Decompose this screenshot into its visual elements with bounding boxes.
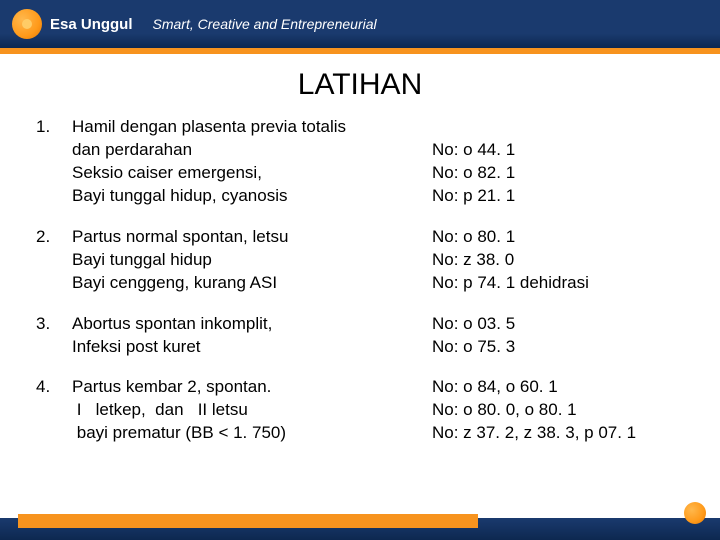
header-bar: Esa Unggul Smart, Creative and Entrepren…: [0, 0, 720, 48]
code-line: No: p 21. 1: [432, 185, 684, 208]
exercise-list: 1.Hamil dengan plasenta previa totalisda…: [36, 116, 684, 445]
footer-bar: [0, 504, 720, 540]
item-columns: Abortus spontan inkomplit,Infeksi post k…: [72, 313, 684, 359]
code-line: No: o 80. 0, o 80. 1: [432, 399, 684, 422]
exercise-item: 2.Partus normal spontan, letsuBayi tungg…: [36, 226, 684, 295]
item-description: Partus normal spontan, letsuBayi tunggal…: [72, 226, 432, 295]
item-number: 2.: [36, 226, 72, 295]
brand-name: Esa Unggul: [50, 16, 133, 33]
description-line: dan perdarahan: [72, 139, 432, 162]
logo-icon: [12, 9, 42, 39]
description-line: Bayi cenggeng, kurang ASI: [72, 272, 432, 295]
description-line: I letkep, dan II letsu: [72, 399, 432, 422]
description-line: Abortus spontan inkomplit,: [72, 313, 432, 336]
code-line: No: o 82. 1: [432, 162, 684, 185]
description-line: Bayi tunggal hidup: [72, 249, 432, 272]
description-line: Bayi tunggal hidup, cyanosis: [72, 185, 432, 208]
item-codes: No: o 44. 1No: o 82. 1No: p 21. 1: [432, 116, 684, 208]
page-title: LATIHAN: [36, 68, 684, 102]
description-line: Hamil dengan plasenta previa totalis: [72, 116, 432, 139]
item-columns: Partus kembar 2, spontan. I letkep, dan …: [72, 376, 684, 445]
description-line: bayi prematur (BB < 1. 750): [72, 422, 432, 445]
description-line: Partus normal spontan, letsu: [72, 226, 432, 249]
description-line: Partus kembar 2, spontan.: [72, 376, 432, 399]
item-columns: Hamil dengan plasenta previa totalisdan …: [72, 116, 684, 208]
item-columns: Partus normal spontan, letsuBayi tunggal…: [72, 226, 684, 295]
code-line: No: p 74. 1 dehidrasi: [432, 272, 684, 295]
item-description: Partus kembar 2, spontan. I letkep, dan …: [72, 376, 432, 445]
footer-logo-icon: [684, 502, 706, 524]
code-line: [432, 116, 684, 139]
description-line: Seksio caiser emergensi,: [72, 162, 432, 185]
code-line: No: o 84, o 60. 1: [432, 376, 684, 399]
item-number: 3.: [36, 313, 72, 359]
item-codes: No: o 84, o 60. 1No: o 80. 0, o 80. 1No:…: [432, 376, 684, 445]
description-line: Infeksi post kuret: [72, 336, 432, 359]
tagline-text: Smart, Creative and Entrepreneurial: [153, 16, 377, 32]
item-description: Abortus spontan inkomplit,Infeksi post k…: [72, 313, 432, 359]
exercise-item: 1.Hamil dengan plasenta previa totalisda…: [36, 116, 684, 208]
code-line: No: o 80. 1: [432, 226, 684, 249]
item-number: 4.: [36, 376, 72, 445]
footer-orange-bar: [18, 514, 478, 528]
exercise-item: 4.Partus kembar 2, spontan. I letkep, da…: [36, 376, 684, 445]
item-codes: No: o 03. 5No: o 75. 3: [432, 313, 684, 359]
code-line: No: o 75. 3: [432, 336, 684, 359]
item-description: Hamil dengan plasenta previa totalisdan …: [72, 116, 432, 208]
slide-content: LATIHAN 1.Hamil dengan plasenta previa t…: [0, 54, 720, 445]
item-codes: No: o 80. 1No: z 38. 0No: p 74. 1 dehidr…: [432, 226, 684, 295]
code-line: No: o 44. 1: [432, 139, 684, 162]
code-line: No: o 03. 5: [432, 313, 684, 336]
code-line: No: z 38. 0: [432, 249, 684, 272]
item-number: 1.: [36, 116, 72, 208]
exercise-item: 3.Abortus spontan inkomplit,Infeksi post…: [36, 313, 684, 359]
code-line: No: z 37. 2, z 38. 3, p 07. 1: [432, 422, 684, 445]
